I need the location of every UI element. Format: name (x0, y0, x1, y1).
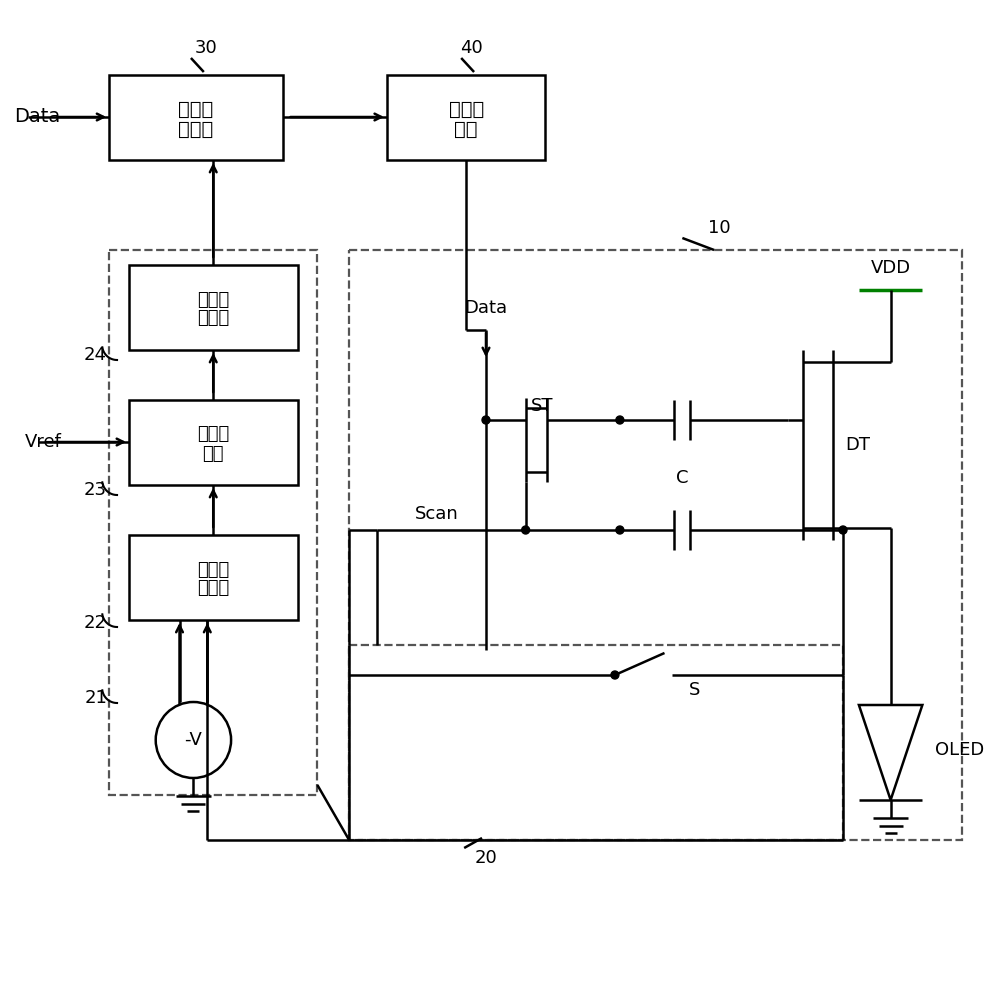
Circle shape (616, 416, 623, 424)
Text: 数据补: 数据补 (178, 100, 213, 119)
Bar (110, 75, 283, 160)
Circle shape (616, 526, 623, 534)
Text: Vref: Vref (25, 433, 62, 451)
Text: S: S (688, 681, 700, 699)
Text: 法电路: 法电路 (197, 580, 229, 597)
Text: 换器: 换器 (454, 120, 478, 139)
Text: 电压加: 电压加 (197, 560, 229, 578)
Bar (128, 265, 298, 350)
Text: 数模转: 数模转 (448, 100, 484, 119)
Polygon shape (859, 705, 922, 800)
Text: DT: DT (845, 436, 871, 454)
Text: Scan: Scan (414, 505, 458, 523)
Text: 30: 30 (194, 39, 217, 57)
Circle shape (482, 416, 490, 424)
Text: 10: 10 (708, 219, 730, 237)
Text: OLED: OLED (935, 741, 984, 759)
Text: 换器: 换器 (202, 444, 224, 462)
Text: 倵模块: 倵模块 (178, 120, 213, 139)
Bar (110, 250, 318, 795)
Circle shape (839, 526, 847, 534)
Text: 偏移补: 偏移补 (197, 290, 229, 308)
Text: 20: 20 (475, 849, 497, 867)
Circle shape (155, 702, 231, 778)
Text: 21: 21 (85, 689, 108, 707)
Text: 23: 23 (84, 481, 108, 499)
Text: 倵单元: 倵单元 (197, 310, 229, 328)
Text: 40: 40 (460, 39, 482, 57)
Text: -V: -V (184, 731, 202, 749)
Bar (350, 250, 962, 840)
Bar (350, 645, 843, 840)
Bar (128, 400, 298, 485)
Text: Data: Data (14, 107, 60, 126)
Text: 24: 24 (84, 346, 108, 364)
Bar (386, 75, 546, 160)
Text: VDD: VDD (871, 259, 910, 277)
Circle shape (611, 671, 619, 679)
Text: C: C (676, 469, 688, 487)
Text: 模数转: 模数转 (197, 426, 229, 444)
Text: 22: 22 (84, 614, 108, 632)
Circle shape (522, 526, 530, 534)
Bar (128, 535, 298, 620)
Text: ST: ST (531, 397, 553, 415)
Text: Data: Data (464, 299, 508, 317)
